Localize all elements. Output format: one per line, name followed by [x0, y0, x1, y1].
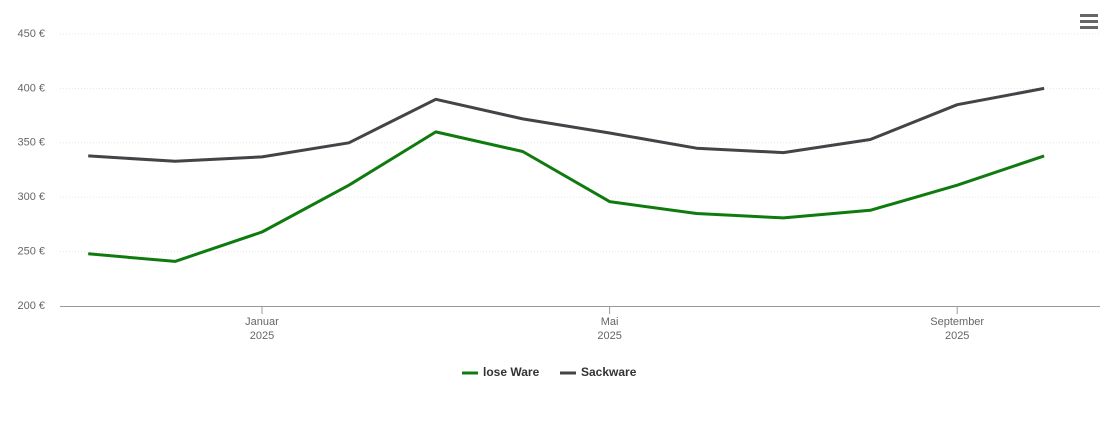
legend-item[interactable]: lose Ware — [462, 365, 540, 379]
menu-bar — [1080, 26, 1098, 29]
y-tick-label: 350 € — [17, 137, 45, 149]
line-series — [88, 130, 1045, 263]
x-tick-label-line: September — [930, 316, 984, 328]
y-tick-label: 400 € — [17, 82, 45, 94]
legend-label: lose Ware — [483, 365, 540, 379]
x-tick-label: Januar 2025 — [245, 316, 279, 342]
x-tick-label-line: 2025 — [945, 330, 969, 342]
y-tick-label: 300 € — [17, 191, 45, 203]
legend-item[interactable]: Sackware — [560, 365, 637, 379]
legend-label: Sackware — [581, 365, 637, 379]
x-tick-label: Mai 2025 — [597, 316, 621, 342]
menu-button[interactable] — [1080, 14, 1098, 29]
y-tick-label: 450 € — [17, 28, 45, 40]
y-tick-label: 250 € — [17, 246, 45, 258]
x-tick-label: September 2025 — [930, 316, 984, 342]
x-tick-label-line: 2025 — [597, 330, 621, 342]
line-series — [88, 86, 1045, 163]
menu-bar — [1080, 20, 1098, 23]
x-tick-label-line: Mai — [601, 316, 619, 328]
menu-bar — [1080, 14, 1098, 17]
x-tick-label-line: Januar — [245, 316, 279, 328]
x-tick-label-line: 2025 — [250, 330, 274, 342]
y-tick-label: 200 € — [17, 300, 45, 312]
